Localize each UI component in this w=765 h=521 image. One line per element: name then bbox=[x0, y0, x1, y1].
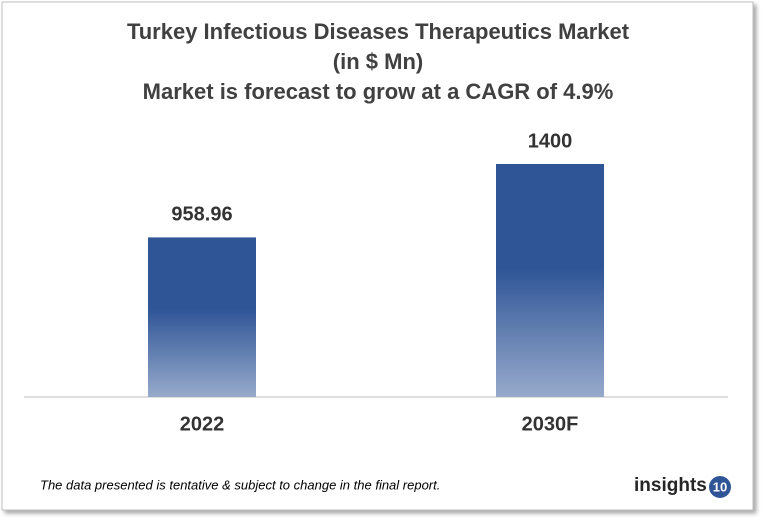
bar bbox=[496, 164, 604, 397]
footnote: The data presented is tentative & subjec… bbox=[40, 477, 440, 492]
value-label: 1400 bbox=[528, 130, 573, 152]
x-tick-label: 2022 bbox=[180, 413, 225, 435]
brand-badge-circle bbox=[709, 476, 731, 498]
brand-badge: 10 bbox=[713, 479, 727, 494]
value-label: 958.96 bbox=[171, 204, 232, 226]
x-tick-label: 2030F bbox=[522, 413, 579, 435]
frame bbox=[1, 1, 754, 511]
chart-title: Turkey Infectious Diseases Therapeutics … bbox=[127, 19, 630, 44]
brand-text: insights bbox=[634, 475, 707, 496]
chart-subtitle: Market is forecast to grow at a CAGR of … bbox=[143, 79, 614, 104]
bar bbox=[148, 237, 256, 397]
chart-unit: (in $ Mn) bbox=[333, 49, 423, 74]
